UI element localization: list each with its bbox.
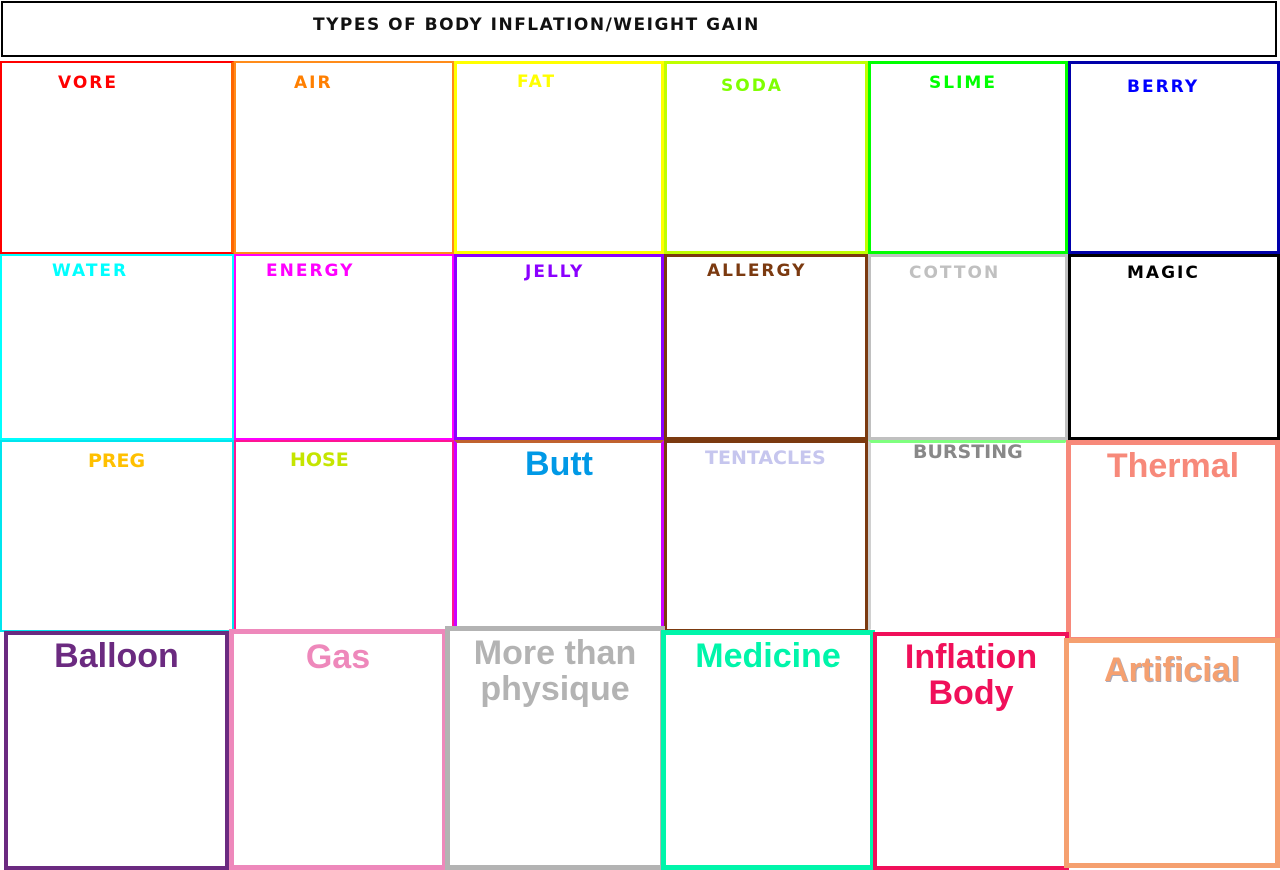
cell-label: COTTON [909, 263, 1001, 283]
cell-label: PREG [88, 450, 146, 472]
cell-label: AIR [294, 73, 333, 93]
cell-label: ENERGY [266, 261, 355, 281]
cell-label: MAGIC [1127, 263, 1200, 283]
cell-label: Inflation Body [904, 638, 1038, 712]
cell-label: ALLERGY [707, 261, 807, 281]
cell-jelly: JELLY [454, 254, 664, 440]
cell-berry: BERRY [1068, 61, 1280, 254]
cell-preg: PREG [0, 440, 234, 632]
cell-magic: MAGIC [1068, 254, 1280, 440]
cell-label: BURSTING [913, 441, 1023, 463]
page-title: TYPES OF BODY INFLATION/WEIGHT GAIN [313, 15, 760, 35]
cell-label: Thermal [1106, 447, 1240, 485]
cell-label: FAT [517, 72, 557, 92]
cell-label: Gas [305, 638, 371, 676]
cell-more-than-physique: More than physique [445, 626, 665, 870]
cell-soda: SODA [664, 61, 868, 254]
cell-label: JELLY [525, 262, 585, 282]
cell-label: Artificial [1103, 651, 1241, 689]
cell-thermal: Thermal [1066, 440, 1280, 642]
cell-inflation-body: Inflation Body [873, 632, 1069, 870]
cell-label: VORE [58, 73, 119, 93]
cell-hose: HOSE [234, 440, 454, 632]
cell-label: SODA [721, 76, 783, 96]
cell-label: Medicine [695, 637, 841, 675]
cell-allergy: ALLERGY [664, 254, 868, 440]
cell-label: SLIME [929, 73, 997, 93]
cell-gas: Gas [229, 629, 447, 870]
cell-medicine: Medicine [661, 630, 875, 870]
cell-water: WATER [0, 254, 234, 440]
cell-label: Butt [525, 445, 593, 483]
cell-slime: SLIME [868, 61, 1068, 254]
cell-bursting: BURSTING [868, 440, 1068, 632]
cell-balloon: Balloon [4, 631, 229, 870]
cell-label: BERRY [1127, 77, 1200, 97]
cell-fat: FAT [454, 61, 664, 254]
cell-vore: VORE [0, 61, 234, 254]
cell-label: TENTACLES [705, 447, 826, 469]
title-bar: TYPES OF BODY INFLATION/WEIGHT GAIN [1, 1, 1277, 57]
cell-butt: Butt [454, 440, 664, 632]
cell-label: Balloon [54, 637, 179, 675]
cell-label: More than physique [473, 634, 637, 708]
cell-air: AIR [234, 61, 454, 254]
cell-cotton: COTTON [868, 254, 1068, 440]
cell-energy: ENERGY [234, 254, 454, 440]
cell-label: WATER [52, 261, 129, 281]
cell-tentacles: TENTACLES [664, 440, 868, 632]
cell-label: HOSE [290, 449, 349, 471]
cell-artificial: Artificial [1064, 638, 1280, 868]
